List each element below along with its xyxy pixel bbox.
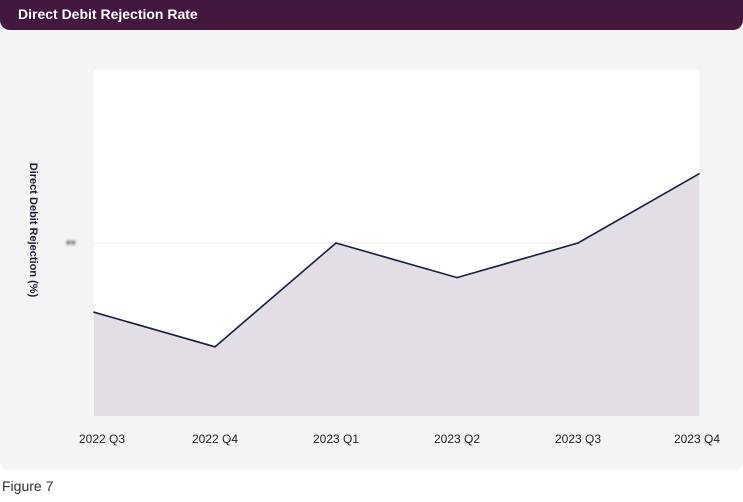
y-axis-label: Direct Debit Rejection (%) [27,162,39,298]
x-tick-label: 2022 Q4 [192,432,238,446]
x-tick-label: 2023 Q2 [434,432,480,446]
chart-header: Direct Debit Rejection Rate [0,0,743,30]
data-point [93,311,95,314]
series-area [94,173,699,416]
data-point [335,242,337,244]
figure-caption: Figure 7 [2,478,54,494]
y-tick-label: ■■ [66,238,76,247]
data-point [698,173,700,175]
data-point [456,276,458,279]
x-tick-label: 2023 Q1 [313,432,359,446]
series-line [93,173,700,348]
chart-title: Direct Debit Rejection Rate [18,6,198,22]
data-point [214,346,216,348]
chart-card: Direct Debit Rejection Rate 2022 Q3 2022 … [0,0,743,470]
x-tick-label: 2023 Q4 [674,432,720,446]
x-tick-label: 2023 Q3 [555,432,601,446]
chart-svg: 2022 Q3 2022 Q4 2023 Q1 2023 Q2 2023 Q3 2023 … [79,173,720,446]
x-tick-label: 2022 Q3 [79,432,125,446]
data-point [577,242,579,244]
